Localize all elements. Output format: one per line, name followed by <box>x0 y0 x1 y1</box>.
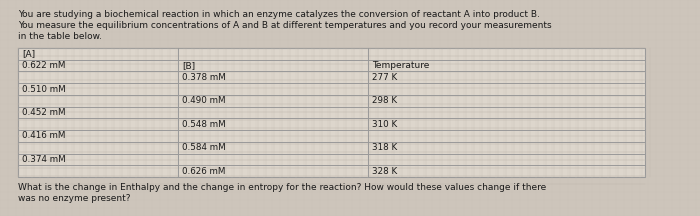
Text: 310 K: 310 K <box>372 120 398 129</box>
Text: You are studying a biochemical reaction in which an enzyme catalyzes the convers: You are studying a biochemical reaction … <box>18 10 540 19</box>
Text: 0.452 mM: 0.452 mM <box>22 108 66 117</box>
Text: in the table below.: in the table below. <box>18 32 102 41</box>
Text: 0.548 mM: 0.548 mM <box>182 120 225 129</box>
Text: 0.626 mM: 0.626 mM <box>182 167 225 176</box>
Text: 0.416 mM: 0.416 mM <box>22 132 65 140</box>
Text: 0.510 mM: 0.510 mM <box>22 84 66 94</box>
Text: 0.374 mM: 0.374 mM <box>22 155 66 164</box>
Text: 0.584 mM: 0.584 mM <box>182 143 225 152</box>
Text: 0.490 mM: 0.490 mM <box>182 96 225 105</box>
Text: [A]: [A] <box>22 49 35 58</box>
Text: 318 K: 318 K <box>372 143 398 152</box>
Bar <box>18 48 645 177</box>
Text: was no enzyme present?: was no enzyme present? <box>18 194 130 203</box>
Text: 298 K: 298 K <box>372 96 397 105</box>
Text: You measure the equilibrium concentrations of A and B at different temperatures : You measure the equilibrium concentratio… <box>18 21 552 30</box>
Text: What is the change in Enthalpy and the change in entropy for the reaction? How w: What is the change in Enthalpy and the c… <box>18 183 546 192</box>
Text: [B]: [B] <box>182 61 195 70</box>
Text: 0.622 mM: 0.622 mM <box>22 61 65 70</box>
Text: 277 K: 277 K <box>372 73 398 82</box>
Text: 0.378 mM: 0.378 mM <box>182 73 225 82</box>
Text: Temperature: Temperature <box>372 61 429 70</box>
Text: 328 K: 328 K <box>372 167 398 176</box>
